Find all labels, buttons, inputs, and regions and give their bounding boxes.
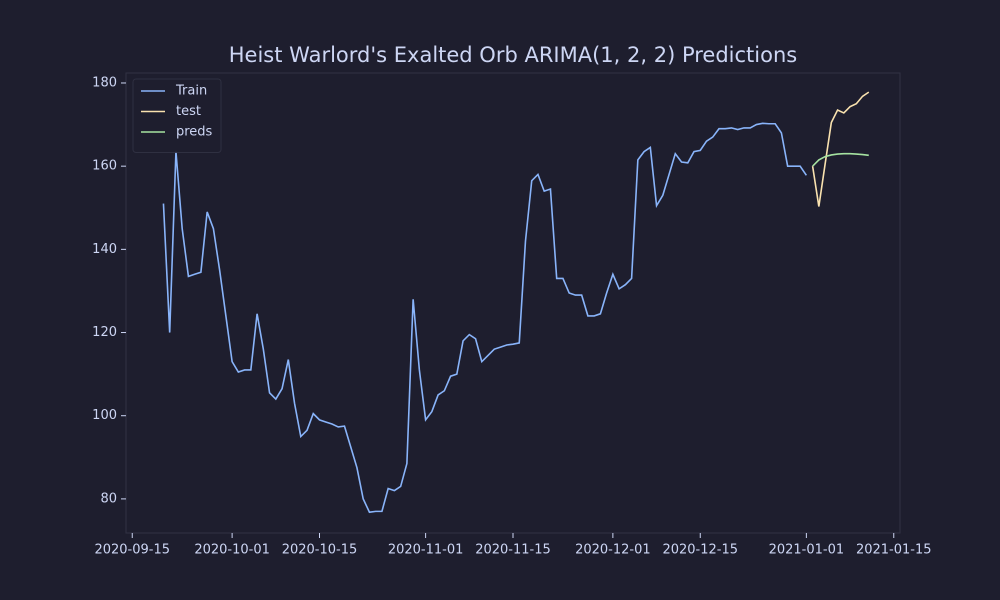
- series-line: [812, 152, 869, 167]
- y-tick-label: 80: [100, 491, 117, 506]
- y-tick-label: 100: [92, 408, 117, 423]
- y-tick-label: 180: [92, 75, 117, 90]
- y-tick-label: 120: [92, 325, 117, 340]
- legend-label: test: [176, 104, 201, 119]
- legend-label: Train: [175, 84, 207, 99]
- x-tick-label: 2021-01-01: [769, 543, 845, 558]
- x-tick-label: 2020-10-01: [194, 543, 270, 558]
- x-tick-label: 2020-11-01: [388, 543, 464, 558]
- series-line: [811, 91, 870, 207]
- x-tick-label: 2021-01-15: [856, 543, 932, 558]
- x-tick-label: 2020-09-15: [94, 543, 170, 558]
- series-line: [162, 122, 808, 514]
- legend-label: preds: [176, 125, 213, 140]
- legend-box: [132, 78, 222, 153]
- chart-title: Heist Warlord's Exalted Orb ARIMA(1, 2, …: [229, 43, 797, 67]
- x-tick-label: 2020-12-01: [575, 543, 651, 558]
- y-tick-label: 140: [92, 242, 117, 257]
- x-tick-label: 2020-12-15: [662, 543, 738, 558]
- y-tick-label: 160: [92, 159, 117, 174]
- x-tick-label: 2020-11-15: [475, 543, 551, 558]
- x-tick-label: 2020-10-15: [282, 543, 358, 558]
